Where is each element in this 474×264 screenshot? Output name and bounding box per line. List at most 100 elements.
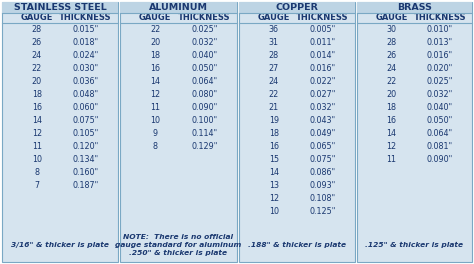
Text: ALUMINUM: ALUMINUM [149,3,208,12]
Text: 0.014": 0.014" [310,51,336,60]
Text: 24: 24 [32,51,42,60]
Text: 0.020": 0.020" [427,64,453,73]
Text: 0.114": 0.114" [191,129,217,138]
Text: 14: 14 [150,77,160,86]
Text: 9: 9 [153,129,158,138]
Text: THICKNESS: THICKNESS [59,13,112,22]
Text: 0.032": 0.032" [310,103,336,112]
Text: 12: 12 [32,129,42,138]
Text: 0.108": 0.108" [310,194,336,203]
Text: 31: 31 [269,38,279,47]
Text: 14: 14 [32,116,42,125]
Text: 24: 24 [269,77,279,86]
Text: 0.025": 0.025" [191,25,218,34]
FancyBboxPatch shape [2,2,118,262]
Text: 24: 24 [386,64,397,73]
Text: 28: 28 [386,38,397,47]
Text: 8: 8 [153,142,157,151]
Text: 0.081": 0.081" [427,142,453,151]
Text: 0.022": 0.022" [310,77,336,86]
Text: 0.032": 0.032" [191,38,218,47]
Text: 16: 16 [386,116,396,125]
Text: 0.064": 0.064" [191,77,217,86]
Text: 26: 26 [32,38,42,47]
Text: 0.036": 0.036" [73,77,99,86]
Text: 28: 28 [32,25,42,34]
Text: 18: 18 [150,51,160,60]
Text: COPPER: COPPER [275,3,319,12]
Text: 0.090": 0.090" [427,155,453,164]
FancyBboxPatch shape [357,2,472,13]
Text: STAINLESS STEEL: STAINLESS STEEL [14,3,106,12]
Text: GAUGE: GAUGE [20,13,53,22]
Text: 16: 16 [269,142,279,151]
Text: 27: 27 [269,64,279,73]
FancyBboxPatch shape [120,2,237,13]
Text: 0.160": 0.160" [73,168,99,177]
Text: 0.105": 0.105" [73,129,99,138]
Text: GAUGE: GAUGE [139,13,171,22]
Text: 30: 30 [386,25,396,34]
Text: 20: 20 [150,38,160,47]
Text: 22: 22 [32,64,42,73]
Text: 0.086": 0.086" [310,168,336,177]
Text: 0.016": 0.016" [310,64,336,73]
Text: 16: 16 [32,103,42,112]
Text: 7: 7 [34,181,39,190]
Text: 0.187": 0.187" [73,181,99,190]
Text: THICKNESS: THICKNESS [296,13,349,22]
Text: 0.016": 0.016" [427,51,453,60]
Text: 0.011": 0.011" [310,38,336,47]
Text: 0.050": 0.050" [191,64,218,73]
Text: 0.065": 0.065" [310,142,336,151]
Text: 20: 20 [386,90,397,99]
Text: 11: 11 [32,142,42,151]
Text: 0.032": 0.032" [427,90,453,99]
Text: .188" & thicker is plate: .188" & thicker is plate [248,242,346,248]
Text: 0.060": 0.060" [73,103,99,112]
Text: BRASS: BRASS [397,3,432,12]
Text: 0.093": 0.093" [310,181,336,190]
Text: 11: 11 [386,155,396,164]
Text: 10: 10 [150,116,160,125]
Text: 20: 20 [32,77,42,86]
Text: 0.040": 0.040" [191,51,217,60]
Text: NOTE:  There is no official
gauge standard for aluminum
.250" & thicker is plate: NOTE: There is no official gauge standar… [115,234,242,256]
Text: 0.129": 0.129" [191,142,218,151]
Text: 22: 22 [269,90,279,99]
Text: 36: 36 [269,25,279,34]
Text: 0.075": 0.075" [73,116,99,125]
FancyBboxPatch shape [357,2,472,262]
Text: GAUGE: GAUGE [257,13,290,22]
Text: 18: 18 [269,129,279,138]
Text: 22: 22 [150,25,160,34]
Text: 0.050": 0.050" [427,116,453,125]
Text: 0.134": 0.134" [73,155,99,164]
Text: GAUGE: GAUGE [375,13,408,22]
Text: 15: 15 [269,155,279,164]
Text: 0.125": 0.125" [310,207,336,216]
Text: 0.090": 0.090" [191,103,218,112]
Text: 26: 26 [386,51,397,60]
Text: 11: 11 [150,103,160,112]
FancyBboxPatch shape [120,2,237,262]
Text: 0.015": 0.015" [73,25,99,34]
Text: 16: 16 [150,64,160,73]
Text: 0.018": 0.018" [73,38,99,47]
Text: 0.024": 0.024" [73,51,99,60]
Text: 0.027": 0.027" [310,90,336,99]
Text: 18: 18 [386,103,396,112]
Text: 0.120": 0.120" [73,142,99,151]
Text: 22: 22 [386,77,397,86]
Text: 0.048": 0.048" [73,90,99,99]
Text: 0.010": 0.010" [427,25,453,34]
Text: 0.030": 0.030" [73,64,99,73]
Text: 14: 14 [386,129,396,138]
Text: 10: 10 [269,207,279,216]
Text: 0.013": 0.013" [427,38,453,47]
FancyBboxPatch shape [239,2,355,262]
Text: 0.025": 0.025" [427,77,453,86]
Text: 0.075": 0.075" [310,155,336,164]
FancyBboxPatch shape [2,2,118,13]
Text: 21: 21 [269,103,279,112]
